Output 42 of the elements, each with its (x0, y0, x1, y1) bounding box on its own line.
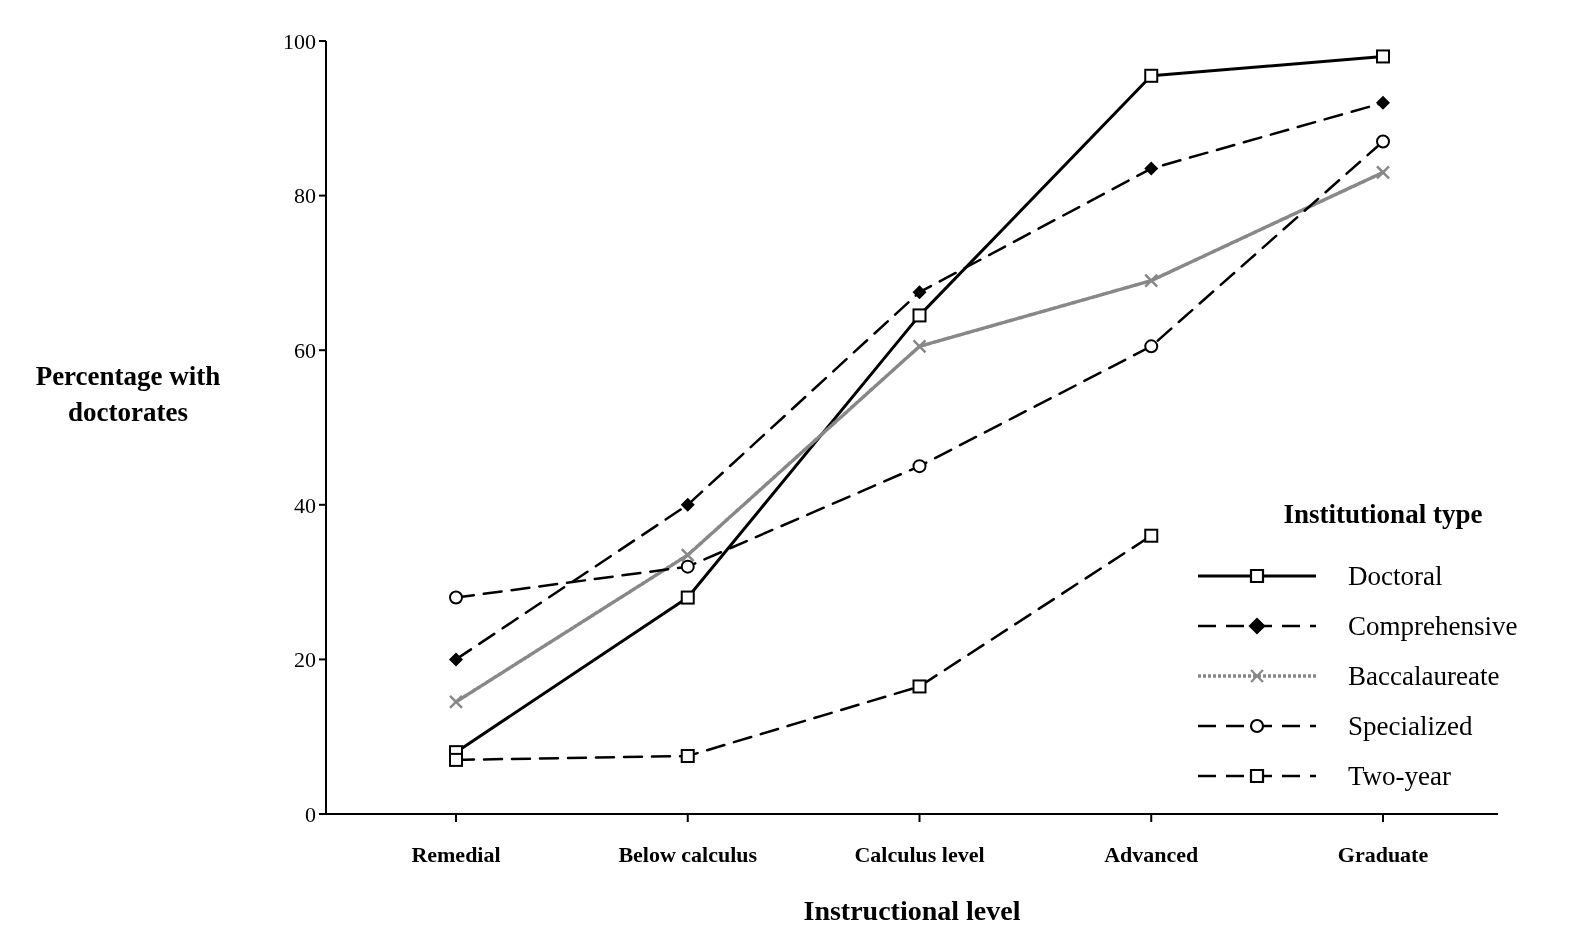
point (680, 547, 695, 563)
legend-label: Two-year (1348, 761, 1452, 792)
point (1376, 95, 1390, 110)
x-tick-label: Graduate (1337, 842, 1429, 867)
point (1375, 165, 1391, 180)
point (1376, 49, 1390, 64)
point (680, 590, 695, 605)
point (449, 590, 463, 605)
point (1144, 273, 1159, 288)
y-tick-label: 0 (305, 801, 316, 827)
legend-label: Doctoral (1348, 561, 1443, 592)
point (1144, 528, 1159, 543)
point (912, 339, 927, 354)
point (680, 749, 695, 764)
legend-title: Institutional type (1283, 499, 1483, 529)
x-tick-label: Calculus level (854, 842, 985, 867)
y-tick-label: 100 (283, 28, 316, 54)
legend-label: Baccalaureate (1348, 661, 1500, 692)
point (912, 679, 927, 694)
point (1376, 134, 1390, 149)
x-tick-label: Remedial (411, 842, 501, 867)
point (449, 652, 463, 667)
y-tick-label: 80 (294, 183, 316, 209)
x-tick-label: Below calculus (618, 842, 758, 867)
point (680, 497, 695, 512)
legend-label: Comprehensive (1348, 611, 1518, 642)
point (448, 694, 464, 710)
legend-label: Specialized (1348, 711, 1473, 742)
y-tick-label: 20 (294, 647, 316, 673)
point (912, 459, 927, 474)
x-axis-title: Instructional level (803, 895, 1021, 926)
point (1144, 161, 1159, 176)
point (912, 285, 927, 300)
point (1144, 68, 1159, 83)
y-tick-label: 60 (294, 337, 316, 363)
y-axis-title: Percentage with doctorates (34, 360, 222, 429)
point (912, 308, 927, 323)
y-tick-label: 40 (294, 492, 316, 518)
point (680, 559, 695, 574)
point (1144, 339, 1159, 354)
point (449, 752, 463, 767)
x-tick-label: Advanced (1104, 842, 1199, 867)
